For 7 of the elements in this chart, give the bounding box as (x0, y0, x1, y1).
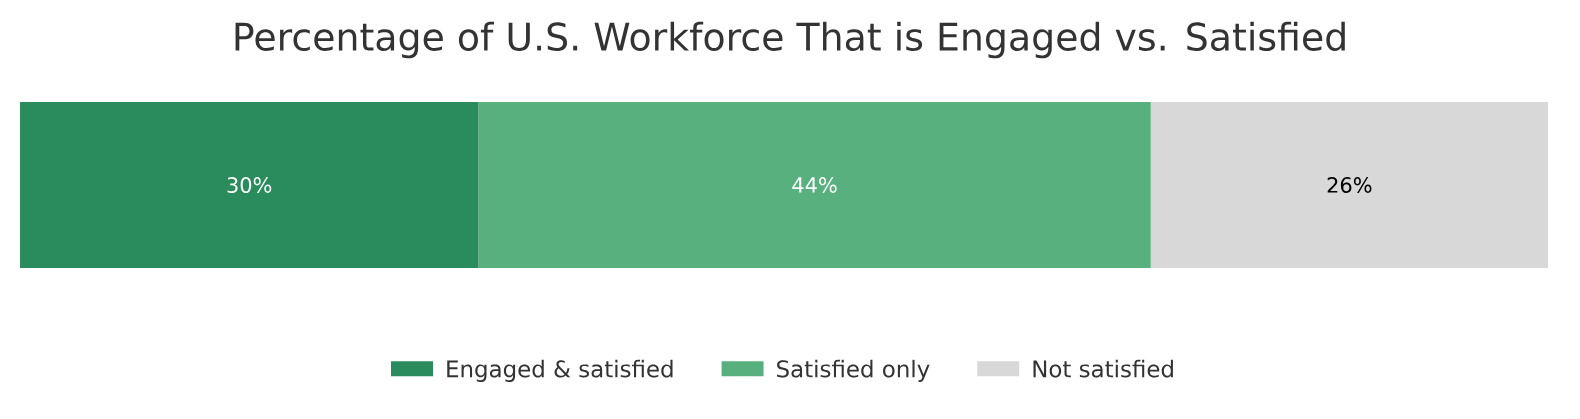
data-label: 30% (227, 177, 272, 193)
legend-label: Satisfied only (777, 359, 930, 382)
legend-label: Engaged & satisfied (447, 359, 673, 382)
legend-label: Not satisfied (1033, 359, 1173, 378)
data-label: 44% (792, 177, 837, 193)
chart-title: Percentage of U.S. Workforce That is Engaged vs. Satisfied (235, 21, 1345, 59)
data-label: 26% (1327, 177, 1372, 193)
